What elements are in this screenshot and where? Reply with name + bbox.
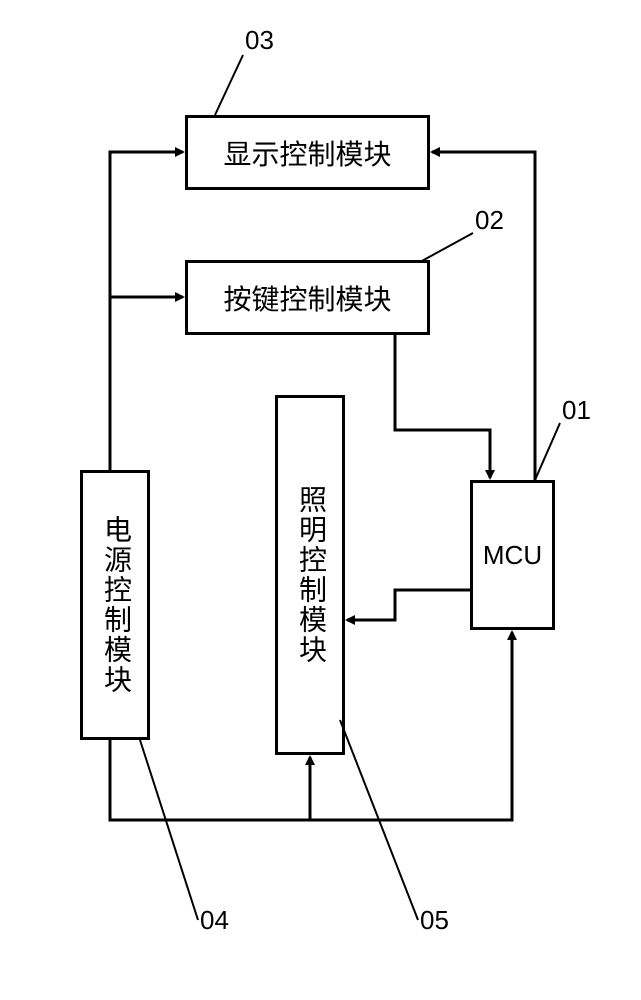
label-04: 04 [200, 905, 229, 936]
edge-mcu-to-display [432, 152, 535, 480]
mcu-label: MCU [483, 540, 542, 571]
leader-03 [215, 55, 243, 115]
display-control-label: 显示控制模块 [223, 133, 391, 173]
keypad-control-node: 按键控制模块 [185, 260, 430, 335]
leader-05 [340, 720, 418, 920]
edge-keypad-to-mcu [395, 335, 490, 478]
leader-01 [535, 423, 560, 480]
keypad-control-label: 按键控制模块 [223, 278, 391, 318]
label-03: 03 [245, 25, 274, 56]
display-control-node: 显示控制模块 [185, 115, 430, 190]
lighting-control-node: 照明控制模块 [275, 395, 345, 755]
edge-power-to-display [110, 152, 183, 470]
label-05: 05 [420, 905, 449, 936]
power-control-label: 电源控制模块 [95, 515, 135, 695]
edge-mcu-to-lighting [347, 590, 470, 620]
lighting-control-label: 照明控制模块 [290, 485, 330, 665]
leader-02 [420, 233, 473, 262]
label-02: 02 [475, 205, 504, 236]
power-control-node: 电源控制模块 [80, 470, 150, 740]
leader-04 [140, 740, 198, 920]
mcu-node: MCU [470, 480, 555, 630]
label-01: 01 [562, 395, 591, 426]
